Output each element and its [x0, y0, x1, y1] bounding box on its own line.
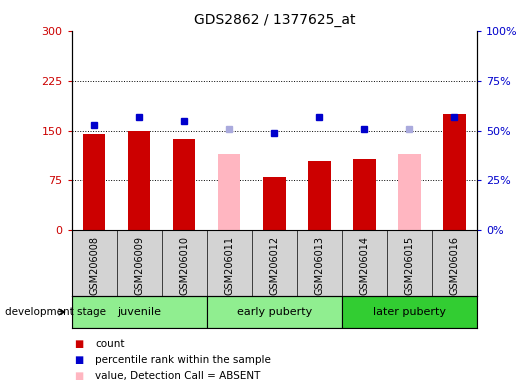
Bar [342, 296, 477, 328]
Title: GDS2862 / 1377625_at: GDS2862 / 1377625_at [193, 13, 355, 27]
Bar [218, 154, 241, 230]
Text: GSM206016: GSM206016 [449, 236, 460, 295]
Text: GSM206008: GSM206008 [89, 236, 99, 295]
Bar [353, 159, 376, 230]
Bar [207, 296, 342, 328]
Text: GSM206015: GSM206015 [404, 236, 414, 295]
Bar [263, 177, 286, 230]
Text: later puberty: later puberty [373, 307, 446, 317]
Text: GSM206010: GSM206010 [179, 236, 189, 295]
Text: GSM206011: GSM206011 [224, 236, 234, 295]
Text: early puberty: early puberty [237, 307, 312, 317]
Text: value, Detection Call = ABSENT: value, Detection Call = ABSENT [95, 371, 261, 381]
Bar [308, 161, 331, 230]
Text: ■: ■ [74, 355, 83, 365]
Bar [173, 139, 196, 230]
Bar [128, 131, 151, 230]
Bar [72, 296, 207, 328]
Text: GSM206013: GSM206013 [314, 236, 324, 295]
Text: juvenile: juvenile [117, 307, 161, 317]
Text: development stage: development stage [5, 307, 107, 317]
Text: ■: ■ [74, 339, 83, 349]
Text: percentile rank within the sample: percentile rank within the sample [95, 355, 271, 365]
Text: GSM206014: GSM206014 [359, 236, 369, 295]
Text: ■: ■ [74, 371, 83, 381]
Bar [443, 114, 466, 230]
Text: GSM206012: GSM206012 [269, 236, 279, 295]
Bar [83, 134, 105, 230]
Bar [398, 154, 421, 230]
Text: GSM206009: GSM206009 [134, 236, 144, 295]
Text: count: count [95, 339, 125, 349]
